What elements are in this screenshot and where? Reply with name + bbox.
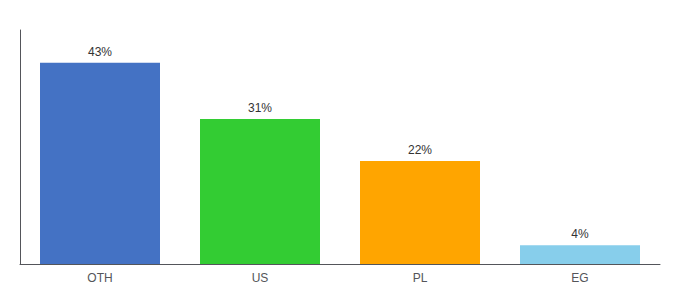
svg-text:US: US xyxy=(252,271,269,285)
svg-text:OTH: OTH xyxy=(87,271,112,285)
svg-text:43%: 43% xyxy=(88,45,112,59)
svg-text:PL: PL xyxy=(413,271,428,285)
svg-text:EG: EG xyxy=(571,271,588,285)
svg-text:31%: 31% xyxy=(248,101,272,115)
svg-text:22%: 22% xyxy=(408,143,432,157)
svg-text:4%: 4% xyxy=(571,227,589,241)
